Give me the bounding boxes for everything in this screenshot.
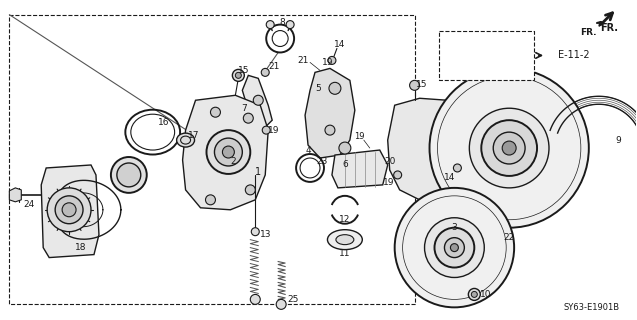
Ellipse shape xyxy=(176,133,194,147)
Text: 13: 13 xyxy=(259,230,271,239)
Polygon shape xyxy=(41,165,99,258)
Text: 24: 24 xyxy=(24,200,35,209)
Text: 15: 15 xyxy=(238,66,249,75)
Circle shape xyxy=(394,171,402,179)
Circle shape xyxy=(250,294,261,304)
Circle shape xyxy=(222,146,234,158)
Circle shape xyxy=(266,20,274,28)
Circle shape xyxy=(328,56,336,64)
Polygon shape xyxy=(332,150,388,188)
Circle shape xyxy=(210,107,220,117)
Circle shape xyxy=(117,163,141,187)
Text: 15: 15 xyxy=(416,80,427,89)
Circle shape xyxy=(206,195,215,205)
Circle shape xyxy=(469,108,549,188)
Circle shape xyxy=(329,82,341,94)
Circle shape xyxy=(251,228,259,236)
Text: 19: 19 xyxy=(268,126,280,135)
Circle shape xyxy=(434,228,475,268)
Text: 19: 19 xyxy=(383,179,394,188)
Text: 3: 3 xyxy=(452,223,457,232)
Text: 19: 19 xyxy=(355,132,365,140)
Bar xyxy=(10,15,415,304)
Text: 6: 6 xyxy=(342,160,348,170)
Circle shape xyxy=(410,80,420,90)
Text: FR.: FR. xyxy=(600,23,618,33)
Ellipse shape xyxy=(327,230,362,250)
Circle shape xyxy=(429,68,589,228)
Circle shape xyxy=(424,218,484,277)
Circle shape xyxy=(276,300,286,309)
Circle shape xyxy=(454,164,461,172)
Circle shape xyxy=(482,120,537,176)
Text: 7: 7 xyxy=(241,104,247,113)
Text: 12: 12 xyxy=(339,215,350,224)
Text: 20: 20 xyxy=(384,157,396,166)
Circle shape xyxy=(262,126,270,134)
Circle shape xyxy=(395,188,514,307)
Circle shape xyxy=(55,196,83,224)
Text: 19: 19 xyxy=(322,58,334,67)
Circle shape xyxy=(47,188,91,232)
Text: 17: 17 xyxy=(188,131,199,140)
Text: 23: 23 xyxy=(317,157,327,166)
Text: E-11-2: E-11-2 xyxy=(558,51,590,60)
Circle shape xyxy=(62,203,76,217)
Polygon shape xyxy=(183,95,268,210)
Circle shape xyxy=(466,46,473,54)
Circle shape xyxy=(254,95,263,105)
Text: 1: 1 xyxy=(255,167,261,177)
Circle shape xyxy=(450,244,459,252)
Circle shape xyxy=(339,142,351,154)
Text: 14: 14 xyxy=(444,173,455,182)
Text: 2: 2 xyxy=(231,157,236,166)
Circle shape xyxy=(468,288,480,300)
Polygon shape xyxy=(242,76,272,128)
Text: 21: 21 xyxy=(269,62,280,71)
Circle shape xyxy=(286,20,294,28)
Circle shape xyxy=(243,113,254,123)
Text: 18: 18 xyxy=(75,243,87,252)
Circle shape xyxy=(492,225,502,235)
Text: 8: 8 xyxy=(279,18,285,27)
Text: 22: 22 xyxy=(503,233,515,242)
Text: 10: 10 xyxy=(480,290,491,299)
Circle shape xyxy=(261,68,269,76)
Polygon shape xyxy=(388,98,468,200)
Circle shape xyxy=(111,157,147,193)
Circle shape xyxy=(477,44,489,56)
Text: 21: 21 xyxy=(297,56,309,65)
Circle shape xyxy=(493,132,525,164)
Circle shape xyxy=(233,69,245,81)
Text: 9: 9 xyxy=(616,136,622,145)
Circle shape xyxy=(445,238,464,258)
Circle shape xyxy=(206,130,250,174)
Text: 5: 5 xyxy=(315,84,321,93)
Circle shape xyxy=(502,141,516,155)
Polygon shape xyxy=(10,188,21,202)
Text: 11: 11 xyxy=(339,249,350,258)
Text: 25: 25 xyxy=(287,295,299,304)
Circle shape xyxy=(235,72,241,78)
Text: SY63-E1901B: SY63-E1901B xyxy=(564,303,620,312)
Circle shape xyxy=(325,125,335,135)
Text: 14: 14 xyxy=(334,40,346,49)
Polygon shape xyxy=(305,68,355,158)
Circle shape xyxy=(245,185,255,195)
Circle shape xyxy=(471,292,477,297)
Circle shape xyxy=(215,138,242,166)
Ellipse shape xyxy=(336,235,354,244)
Text: 4: 4 xyxy=(305,146,311,155)
Bar xyxy=(440,31,534,80)
Text: 16: 16 xyxy=(158,118,169,127)
Text: FR.: FR. xyxy=(580,22,601,37)
